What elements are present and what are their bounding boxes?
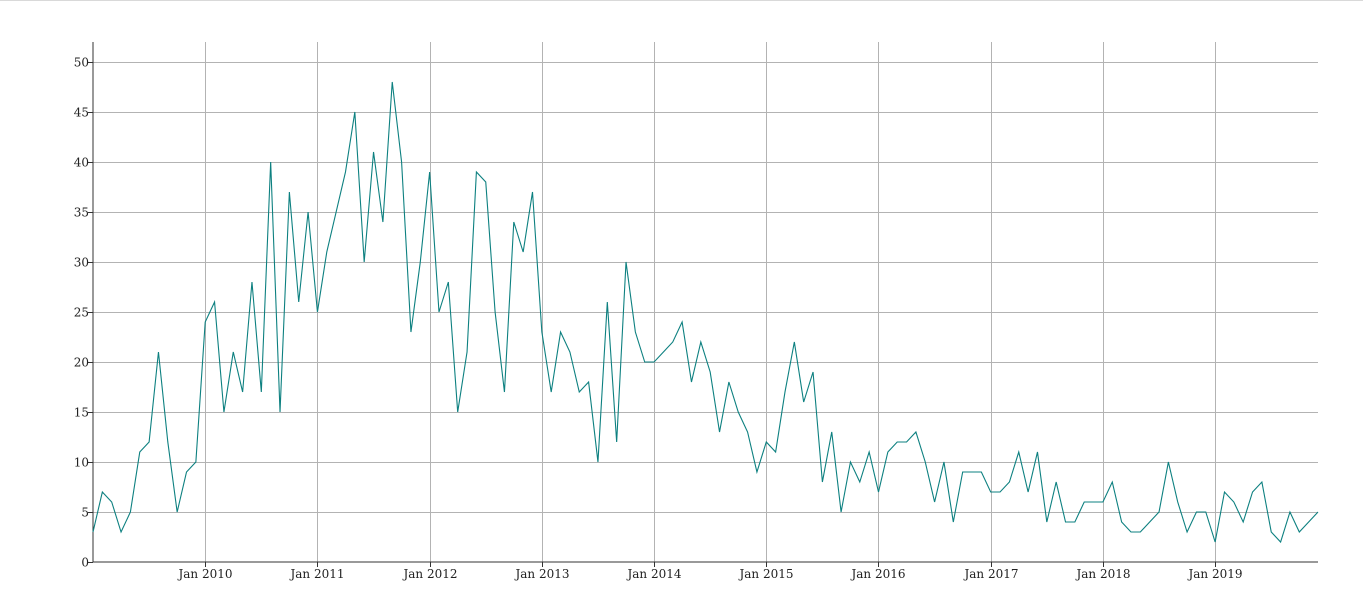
y-tick-label: 15: [74, 406, 89, 420]
x-tick-label: Jan 2014: [625, 567, 681, 581]
y-tick-label: 35: [74, 206, 89, 220]
horizontal-gridlines: [93, 62, 1318, 513]
y-tick-label: 5: [81, 506, 89, 520]
y-tick-label: 10: [74, 456, 89, 470]
vertical-gridlines: [205, 42, 1216, 562]
y-tick-label: 0: [81, 556, 89, 570]
x-axis-ticks: Jan 2010 Jan 2011 Jan 2012 Jan 2013 Jan 2014…: [176, 562, 1243, 581]
x-tick-label: Jan 2011: [288, 567, 344, 581]
y-tick-label: 30: [74, 256, 89, 270]
x-tick-label: Jan 2019: [1186, 567, 1242, 581]
y-tick-label: 40: [74, 156, 89, 170]
y-tick-label: 20: [74, 356, 89, 370]
y-tick-label: 25: [74, 306, 89, 320]
x-tick-label: Jan 2010: [176, 567, 232, 581]
x-tick-label: Jan 2017: [962, 567, 1018, 581]
x-tick-label: Jan 2012: [401, 567, 457, 581]
series-line: [92, 81, 1319, 544]
x-tick-label: Jan 2016: [849, 567, 905, 581]
y-axis-ticks: 0 5 10 15 20 25 30 35 40 45 50: [74, 56, 93, 570]
x-tick-label: Jan 2013: [513, 567, 569, 581]
x-tick-label: Jan 2018: [1074, 567, 1130, 581]
x-tick-label: Jan 2015: [737, 567, 793, 581]
y-tick-label: 50: [74, 56, 89, 70]
y-tick-label: 45: [74, 106, 89, 120]
top-border: [0, 0, 1363, 1]
